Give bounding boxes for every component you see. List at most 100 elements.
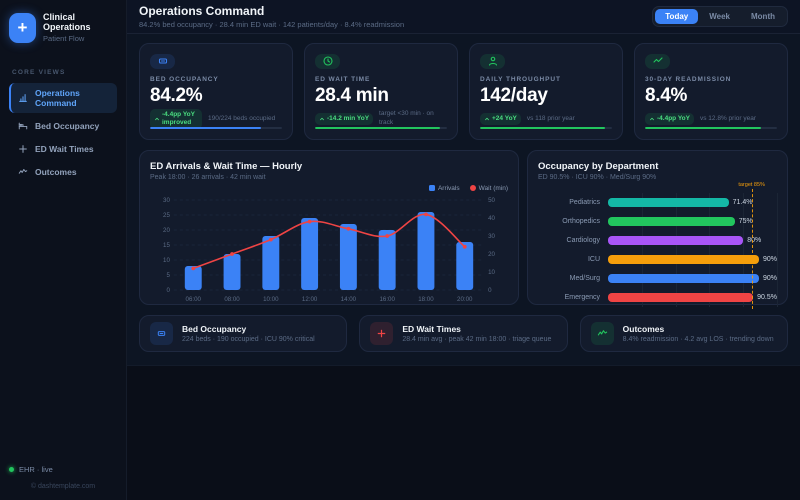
dept-row-cardiology: Cardiology 80%: [538, 231, 777, 250]
x-axis-label: 10:00: [263, 296, 279, 303]
sidebar-section-label: CORE VIEWS: [12, 69, 66, 76]
chart-subtitle: Peak 18:00 · 26 arrivals · 42 min wait: [150, 174, 266, 181]
legend-arrivals: Arrivals: [437, 184, 460, 192]
chart-legend: Arrivals Wait (min): [150, 182, 508, 194]
x-axis-label: 12:00: [302, 296, 318, 303]
x-axis-label: 06:00: [186, 296, 202, 303]
plus-icon: [378, 329, 386, 338]
sidebar-item-operations-command[interactable]: Operations Command: [9, 83, 117, 113]
bed-icon: [157, 331, 166, 336]
dept-occupancy-panel: Occupancy by Department ED 90.5% · ICU 9…: [527, 150, 788, 309]
wait-point: [268, 237, 273, 242]
left-axis-tick: 15: [163, 242, 170, 249]
dept-label: Emergency: [564, 294, 600, 301]
sidebar-item-label: Outcomes: [35, 167, 77, 177]
kpi-progress: [150, 126, 282, 129]
summary-row: Bed Occupancy 224 beds · 190 occupied · …: [139, 315, 788, 352]
arrivals-bar: [184, 266, 202, 290]
sidebar-nav: Operations Command Bed Occupancy ED Wait…: [9, 83, 117, 182]
dept-bar[interactable]: [608, 293, 754, 302]
app-subtitle: Patient Flow: [43, 34, 85, 43]
kpi-value: 8.4%: [645, 84, 688, 106]
app-logo: + Clinical Operations Patient Flow: [9, 12, 117, 43]
dept-row-emergency: Emergency 90.5%: [538, 288, 777, 307]
range-today-button[interactable]: Today: [655, 9, 699, 24]
summary-card-ed-wait-times[interactable]: ED Wait Times 28.4 min avg · peak 42 min…: [359, 315, 568, 352]
kpi-badge: -4.4pp YoY improved: [150, 108, 202, 130]
live-status-dot: [9, 467, 14, 472]
range-week-button[interactable]: Week: [699, 9, 740, 24]
wait-point: [307, 219, 312, 224]
charts-row: ED Arrivals & Wait Time — Hourly Peak 18…: [139, 150, 788, 309]
gridline: [743, 193, 745, 307]
app-title: Clinical Operations: [43, 12, 91, 32]
sidebar-item-label: Operations Command: [35, 88, 80, 108]
arrivals-bar: [339, 224, 357, 290]
kpi-note: target <30 min · on track: [379, 110, 434, 126]
x-axis-label: 14:00: [341, 296, 357, 303]
arrivals-bar: [456, 242, 474, 290]
left-axis-tick: 0: [166, 287, 170, 294]
chevron-up-icon: [485, 117, 489, 121]
plus-logo-icon: +: [9, 12, 37, 43]
arrivals-bar: [262, 236, 280, 290]
x-axis-label: 18:00: [418, 296, 434, 303]
kpi-label: BED OCCUPANCY: [150, 75, 219, 83]
trend-icon: [652, 57, 663, 64]
dept-value: 90.5%: [757, 294, 777, 301]
ed-arrivals-chart: 0 5 10 15 20 25 30 0 10 20 30 40 50 06:00 08:00 10:00 12…: [163, 197, 495, 303]
kpi-badge: -14.2 min YoY: [315, 112, 374, 125]
gridline: [709, 193, 711, 307]
arrivals-bar: [301, 218, 319, 290]
summary-title: Outcomes: [622, 324, 665, 334]
dept-bar[interactable]: [608, 198, 729, 207]
sidebar-footer: EHR · live © dashtemplate.com: [9, 465, 117, 490]
left-axis-tick: 25: [163, 212, 170, 219]
trend-icon: [18, 169, 28, 174]
kpi-badge: +24 YoY: [480, 112, 521, 125]
dept-bar-chart: target 85% Pediatrics 71.4% Orthopedics 75%…: [538, 182, 778, 309]
dept-value: 90%: [762, 256, 777, 263]
range-month-button[interactable]: Month: [741, 9, 785, 24]
dept-value: 80%: [747, 237, 762, 244]
bed-icon: [18, 122, 28, 130]
sidebar-item-bed-occupancy[interactable]: Bed Occupancy: [9, 116, 117, 136]
plus-icon: [19, 145, 27, 153]
kpi-note: 190/224 beds occupied: [208, 114, 276, 122]
kpi-progress: [315, 126, 447, 129]
chevron-up-icon: [650, 117, 654, 121]
dept-row-med-surg: Med/Surg 90%: [538, 269, 777, 288]
dept-label: Orthopedics: [562, 218, 600, 225]
dept-bar[interactable]: [608, 236, 744, 245]
kpi-progress: [480, 126, 612, 129]
legend-wait: Wait (min): [478, 184, 508, 192]
summary-card-bed-occupancy[interactable]: Bed Occupancy 224 beds · 190 occupied · …: [139, 315, 348, 352]
sidebar-item-label: ED Wait Times: [35, 144, 94, 154]
dept-label: Med/Surg: [569, 275, 600, 282]
arrivals-bar: [417, 212, 435, 290]
wait-swatch: [469, 185, 476, 191]
bed-icon: [158, 58, 167, 65]
sidebar-item-ed-wait-times[interactable]: ED Wait Times: [9, 139, 117, 159]
page-title: Operations Command: [139, 4, 265, 18]
dept-label: ICU: [587, 256, 600, 263]
kpi-row: BED OCCUPANCY 84.2% -4.4pp YoY improved …: [139, 43, 788, 140]
kpi-note: vs 118 prior year: [526, 114, 575, 122]
kpi-card-readmission[interactable]: 30-DAY READMISSION 8.4% -4.4pp YoY vs 12…: [634, 43, 788, 140]
target-label: target 85%: [738, 182, 765, 188]
main-area: Operations Command 84.2% bed occupancy ·…: [127, 0, 800, 500]
kpi-card-daily-throughput[interactable]: DAILY THROUGHPUT 142/day +24 YoY vs 118 …: [469, 43, 623, 140]
copyright: © dashtemplate.com: [30, 483, 96, 490]
sidebar-item-outcomes[interactable]: Outcomes: [9, 162, 117, 182]
gridline: [675, 193, 677, 307]
right-axis-tick: 50: [488, 197, 495, 204]
dept-bar[interactable]: [608, 217, 735, 226]
kpi-card-ed-wait-time[interactable]: ED WAIT TIME 28.4 min -14.2 min YoY targ…: [304, 43, 458, 140]
right-axis-tick: 0: [488, 287, 492, 294]
dept-bar[interactable]: [608, 255, 759, 264]
summary-card-outcomes[interactable]: Outcomes 8.4% readmission · 4.2 avg LOS …: [579, 315, 788, 352]
dept-bar[interactable]: [608, 274, 759, 283]
kpi-card-bed-occupancy[interactable]: BED OCCUPANCY 84.2% -4.4pp YoY improved …: [139, 43, 293, 140]
summary-subtitle: 8.4% readmission · 4.2 avg LOS · trendin…: [622, 336, 774, 343]
kpi-label: ED WAIT TIME: [315, 75, 371, 83]
